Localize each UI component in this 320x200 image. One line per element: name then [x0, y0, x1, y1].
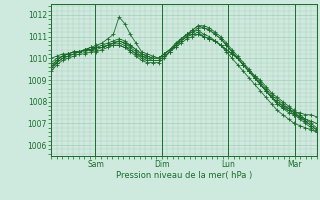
X-axis label: Pression niveau de la mer( hPa ): Pression niveau de la mer( hPa ) — [116, 171, 252, 180]
